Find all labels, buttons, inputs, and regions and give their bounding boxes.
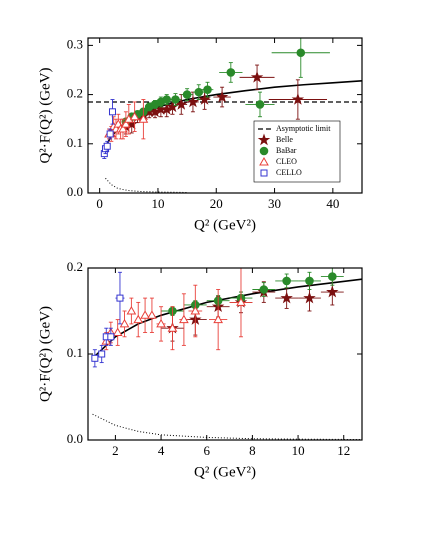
marker — [103, 142, 111, 150]
marker — [106, 130, 114, 138]
x-tick-label: 2 — [112, 443, 119, 458]
panel: 2 4 6 8 10 12 0.0 0.1 0.2 Q² (GeV²) Q²·F(Q²) (GeV) — [37, 259, 363, 480]
marker — [129, 111, 140, 121]
marker — [328, 272, 337, 281]
legend-label: Asymptotic limit — [276, 124, 331, 133]
y-tick-label: 0.1 — [67, 135, 83, 150]
marker — [303, 291, 316, 304]
fit-curve — [105, 177, 188, 193]
marker — [190, 305, 201, 315]
fit-curve — [92, 278, 362, 359]
marker — [91, 354, 99, 362]
marker — [138, 114, 149, 123]
plot-area — [88, 38, 362, 193]
legend: Asymptotic limit Belle BaBar CLEO CELLO — [253, 120, 341, 183]
marker — [255, 100, 265, 109]
marker — [156, 318, 166, 328]
x-tick-label: 40 — [326, 196, 339, 211]
marker — [133, 314, 144, 324]
plot-area — [91, 268, 362, 440]
x-axis-label: Q² (GeV²) — [194, 464, 256, 480]
marker — [107, 333, 115, 341]
y-tick-label: 0.2 — [67, 86, 83, 101]
marker — [326, 285, 339, 298]
marker — [98, 350, 106, 358]
axes-frame — [87, 267, 363, 441]
marker — [236, 297, 246, 306]
marker — [291, 92, 305, 105]
marker — [305, 276, 314, 286]
marker — [121, 119, 131, 128]
x-tick-label: 12 — [337, 443, 350, 458]
axes-frame — [87, 37, 363, 194]
legend-label: CELLO — [276, 168, 302, 177]
x-tick-label: 10 — [151, 196, 164, 211]
legend-label: Belle — [276, 135, 293, 144]
y-tick-label: 0.0 — [67, 431, 83, 446]
x-tick-label: 6 — [203, 443, 210, 458]
legend-swatch — [257, 133, 271, 146]
marker — [171, 95, 180, 104]
legend-swatch — [259, 156, 269, 166]
marker — [186, 95, 200, 108]
marker — [112, 327, 123, 336]
x-tick-label: 8 — [249, 443, 256, 458]
x-tick-label: 10 — [292, 443, 305, 458]
x-tick-label: 30 — [268, 196, 281, 211]
marker — [167, 323, 178, 332]
marker — [259, 285, 269, 294]
x-tick-label: 20 — [210, 196, 223, 211]
marker — [179, 314, 189, 324]
legend-label: CLEO — [276, 157, 297, 166]
x-tick-label: 0 — [96, 196, 103, 211]
marker — [280, 291, 293, 304]
panel: 0 10 20 30 40 0.0 0.1 0.2 0.3 Q² (GeV²) Q²·F(Q²) (… — [37, 36, 363, 233]
marker — [108, 108, 116, 116]
marker — [116, 294, 124, 302]
marker — [118, 124, 128, 133]
marker — [182, 90, 192, 99]
legend-box — [253, 120, 341, 183]
y-tick-label: 0.1 — [67, 345, 83, 360]
marker — [147, 310, 157, 319]
marker — [194, 87, 204, 97]
marker — [203, 85, 212, 94]
marker — [282, 276, 291, 286]
marker — [126, 305, 137, 315]
marker — [140, 310, 150, 319]
marker — [296, 48, 306, 58]
marker — [250, 70, 264, 83]
marker — [119, 318, 130, 328]
y-tick-label: 0.0 — [67, 184, 83, 199]
y-axis-label: Q²·F(Q²) (GeV) — [37, 67, 53, 163]
y-tick-label: 0.2 — [67, 259, 83, 274]
marker — [198, 92, 211, 105]
legend-label: BaBar — [276, 146, 297, 155]
x-tick-label: 4 — [158, 443, 165, 458]
fit-curve — [92, 413, 362, 440]
y-tick-label: 0.3 — [67, 36, 83, 51]
marker — [226, 68, 236, 77]
marker — [162, 95, 172, 104]
legend-swatch — [260, 169, 268, 177]
x-axis-label: Q² (GeV²) — [194, 217, 256, 233]
marker — [213, 314, 224, 324]
legend-swatch — [259, 146, 269, 156]
marker — [215, 90, 229, 103]
y-axis-label: Q²·F(Q²) (GeV) — [37, 306, 53, 402]
